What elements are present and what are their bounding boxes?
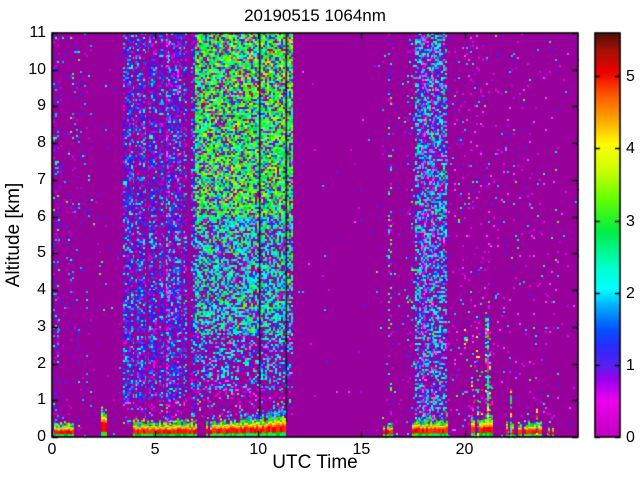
y-tick-label: 10	[28, 60, 46, 78]
y-tick-label: 3	[37, 317, 46, 335]
y-tick-label: 1	[37, 391, 46, 409]
y-tick-label: 0	[37, 428, 46, 445]
x-axis-label: UTC Time	[272, 452, 358, 473]
x-tick-label: 0	[47, 441, 57, 458]
y-tick-label: 9	[37, 97, 46, 115]
colorbar-tick-label: 3	[626, 212, 635, 230]
y-axis-label: Altitude [km]	[3, 182, 24, 288]
x-tick-label: 5	[150, 441, 160, 458]
colorbar-tick-label: 1	[626, 356, 635, 374]
y-tick-label: 2	[37, 354, 46, 372]
x-tick-label: 20	[455, 441, 474, 458]
colorbar-tick-label: 2	[626, 284, 635, 302]
x-tick-label: 10	[249, 441, 268, 458]
y-tick-label: 4	[37, 281, 46, 299]
y-tick-label: 8	[37, 134, 46, 152]
colorbar-tick-label: 0	[626, 429, 635, 446]
y-tick-label: 5	[37, 244, 46, 262]
chart-title: 20190515 1064nm	[244, 6, 386, 25]
y-tick-label: 7	[37, 170, 46, 188]
colorbar-tick-label: 4	[626, 140, 635, 158]
y-tick-label: 11	[29, 24, 46, 41]
y-tick-label: 6	[37, 207, 46, 225]
x-tick-label: 15	[352, 441, 371, 458]
colorbar-tick-label: 5	[626, 68, 635, 86]
